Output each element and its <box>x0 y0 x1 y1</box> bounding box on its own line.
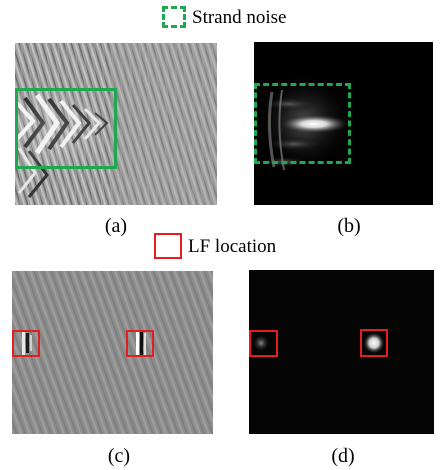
red-box-icon <box>154 233 182 259</box>
lf-location-box-c2 <box>126 330 154 357</box>
panel-a-image <box>15 43 217 205</box>
lf-event-1 <box>22 331 32 355</box>
caption-b: (b) <box>337 215 361 237</box>
panel-b-texture <box>254 42 433 205</box>
lf-location-box-d2 <box>360 329 388 357</box>
panel-b-image <box>254 42 433 205</box>
panel-d-texture <box>249 270 434 434</box>
strand-noise-label: Strand noise <box>192 6 287 28</box>
lf-event-2 <box>136 331 146 357</box>
strand-noise-box-b <box>254 83 351 164</box>
lf-location-box-c1 <box>12 330 40 357</box>
strand-noise-legend: Strand noise <box>162 6 286 28</box>
dashed-green-box-icon <box>162 6 186 28</box>
lf-location-label: LF location <box>188 235 277 257</box>
caption-c: (c) <box>107 445 131 467</box>
caption-a: (a) <box>104 215 128 237</box>
lf-location-box-d1 <box>249 330 278 357</box>
panel-c-texture <box>12 271 213 434</box>
panel-c-image <box>12 271 213 434</box>
caption-d: (d) <box>331 445 355 467</box>
lf-location-legend: LF location <box>154 233 276 259</box>
panel-d-image <box>249 270 434 434</box>
strand-noise-box-a <box>15 88 117 169</box>
